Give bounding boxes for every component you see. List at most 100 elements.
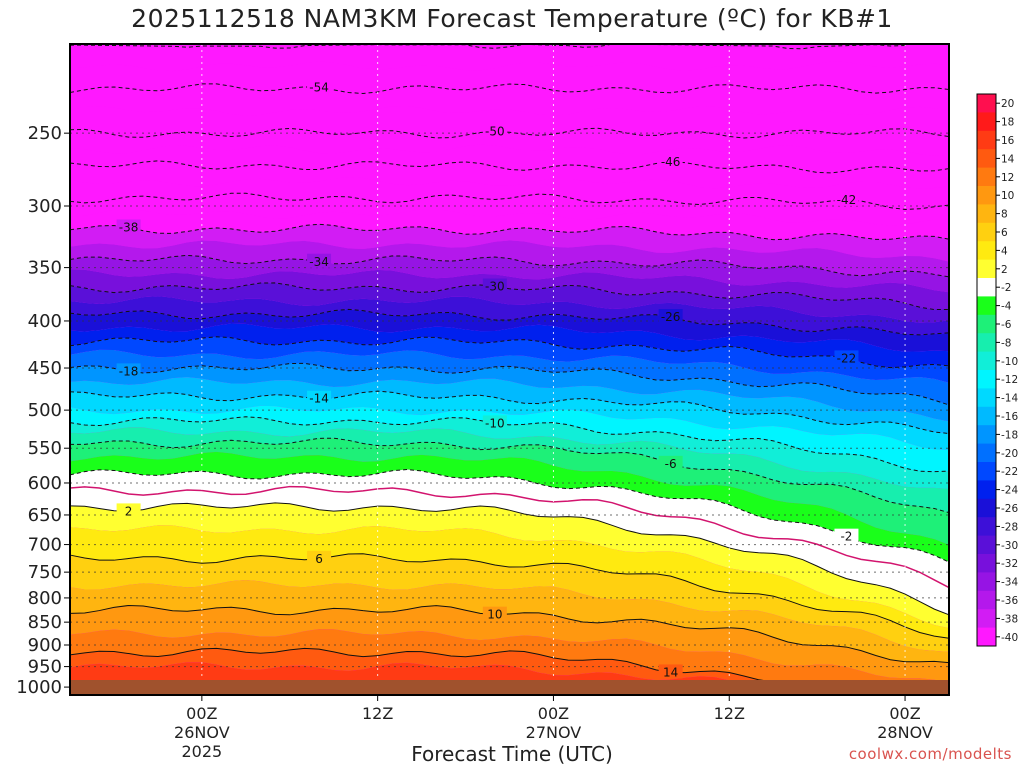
- y-tick-label: 650: [28, 505, 62, 526]
- temperature-band: [70, 502, 949, 629]
- isotherm-line: [69, 553, 950, 639]
- colorbar-label: 16: [1001, 135, 1015, 147]
- colorbar-swatch: [977, 149, 996, 169]
- contour-label-bg: [307, 550, 332, 565]
- colorbar-swatch: [977, 535, 996, 555]
- colorbar-label: -6: [1001, 319, 1012, 331]
- temperature-band: [70, 106, 949, 138]
- contour-label-bg: [307, 79, 332, 94]
- colorbar-label: -4: [1001, 301, 1012, 313]
- chart-title: 2025112518 NAM3KM Forecast Temperature (…: [131, 4, 893, 33]
- contour-label-bg: [116, 503, 141, 518]
- colorbar-label: 18: [1001, 117, 1014, 129]
- y-tick-label: 850: [28, 612, 62, 633]
- contour-label: -30: [485, 280, 505, 294]
- freezing-line: [69, 485, 950, 589]
- x-tick-label: 12Z: [714, 704, 745, 723]
- colorbar-swatch: [977, 186, 996, 205]
- colorbar-swatch: [977, 278, 996, 297]
- contour-label-bg: [116, 219, 141, 234]
- x-tick-label: 27NOV: [526, 723, 582, 742]
- temperature-band: [70, 605, 949, 684]
- temperature-band: [70, 553, 949, 652]
- contour-lines: [69, 43, 950, 696]
- colorbar-swatch: [977, 351, 996, 371]
- colorbar-swatch: [977, 590, 996, 610]
- colorbar-swatch: [977, 222, 996, 242]
- isotherm-line: [69, 43, 906, 50]
- contour-label: 10: [487, 608, 502, 622]
- isotherm-line: [69, 362, 950, 406]
- contour-label: -50: [485, 124, 505, 138]
- contour-label: -42: [837, 193, 857, 207]
- colorbar-label: -32: [1001, 558, 1018, 570]
- isotherm-line: [69, 390, 950, 435]
- y-tick-label: 700: [28, 535, 62, 556]
- contour-label-bg: [482, 278, 507, 293]
- y-tick-label: 950: [28, 657, 62, 678]
- colorbar-label: -26: [1001, 503, 1018, 515]
- colorbar-label: -28: [1001, 521, 1018, 533]
- contour-label: -18: [119, 364, 139, 378]
- isotherm-line: [69, 416, 950, 473]
- contour-labels: -54-50-46-42-38-34-30-26-22-18-14-10-6-2…: [116, 79, 859, 679]
- temperature-band: [70, 349, 949, 405]
- x-tick-label: 2025: [181, 742, 222, 761]
- temperature-band: [70, 525, 949, 639]
- colorbar-swatch: [977, 406, 996, 426]
- contour-label: 14: [663, 665, 678, 679]
- temperature-band: [70, 323, 949, 368]
- y-tick-label: 600: [28, 473, 62, 494]
- isotherm-line: [69, 254, 950, 278]
- colorbar-label: -14: [1001, 393, 1018, 405]
- x-tick-label: 12Z: [362, 704, 393, 723]
- contour-label-bg: [116, 363, 141, 378]
- y-tick-label: 450: [28, 358, 62, 379]
- colorbar-swatch: [977, 370, 996, 389]
- x-tick-label: 00Z: [186, 704, 217, 723]
- temperature-band: [70, 405, 949, 472]
- colorbar-label: -18: [1001, 429, 1018, 441]
- y-axis-ticks: 2503003504004505005506006507007508008509…: [16, 123, 70, 698]
- credit-link[interactable]: coolwx.com/modelts: [848, 745, 1012, 763]
- colorbar-label: -40: [1001, 632, 1018, 644]
- contour-label: -54: [309, 80, 329, 94]
- temperature-band: [70, 438, 949, 545]
- temperature-band: [70, 224, 949, 262]
- temperature-band: [70, 427, 949, 513]
- isotherm-line: [69, 308, 950, 336]
- colorbar-label: -24: [1001, 485, 1018, 497]
- colorbar-label: -36: [1001, 595, 1018, 607]
- colorbar: 20 18 16 14 12 10 8 6 4 2 -2 -4 -6 -8 -10 -12 -14 -16 -18 -…: [976, 93, 1018, 647]
- temperature-band: [70, 336, 949, 383]
- temperature-band: [70, 255, 949, 293]
- temperature-band: [70, 269, 949, 310]
- temperature-band: [70, 486, 949, 615]
- colorbar-swatch: [977, 425, 996, 445]
- colorbar-swatch: [977, 112, 996, 132]
- colorbar-swatch: [977, 94, 996, 113]
- y-tick-label: 900: [28, 635, 62, 656]
- isotherm-line: [69, 469, 950, 563]
- colorbar-label: -2: [1001, 282, 1011, 294]
- contour-label: -6: [665, 457, 677, 471]
- colorbar-swatch: [977, 167, 996, 187]
- isotherm-line: [69, 647, 862, 696]
- x-tick-label: 26NOV: [174, 723, 230, 742]
- x-tick-label: 00Z: [538, 704, 569, 723]
- contour-label-bg: [658, 153, 683, 168]
- colorbar-swatch: [977, 517, 996, 537]
- ground-surface: [70, 680, 949, 695]
- isotherm-line: [69, 502, 950, 616]
- contour-label-bg: [834, 528, 859, 543]
- y-tick-label: 350: [28, 258, 62, 279]
- contour-label-bg: [658, 309, 683, 324]
- y-tick-label: 500: [28, 400, 62, 421]
- colorbar-swatch: [977, 241, 996, 261]
- temperature-bands: [70, 44, 949, 695]
- colorbar-swatch: [977, 314, 996, 334]
- contour-label: 6: [315, 552, 323, 566]
- temperature-band: [70, 469, 949, 588]
- contour-label-bg: [834, 191, 859, 206]
